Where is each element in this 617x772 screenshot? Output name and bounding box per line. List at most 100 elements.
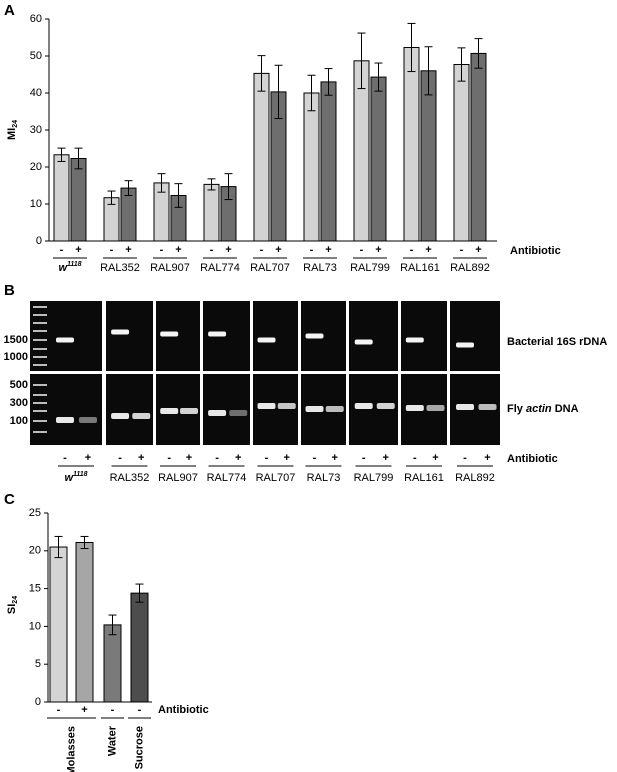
error-bar (124, 180, 133, 196)
error-bar (207, 178, 216, 191)
lane-sign: - (265, 452, 269, 464)
y-axis-title-main: MI (6, 128, 18, 140)
category-label: w1118 (58, 261, 81, 274)
category-label: RAL907 (150, 262, 190, 274)
error-bar (357, 32, 366, 90)
legend-sign: - (60, 244, 64, 256)
bar (75, 541, 94, 703)
category-label-main: w (64, 472, 74, 484)
gel-band (160, 331, 179, 337)
bar (70, 157, 87, 242)
bar (203, 183, 220, 242)
error-bar (324, 68, 333, 96)
ladder-band (33, 394, 47, 396)
legend-sign: - (138, 704, 142, 716)
row-label-part: DNA (552, 403, 579, 415)
error-bar (107, 190, 116, 205)
legend-sign: - (260, 244, 264, 256)
legend-title: Antibiotic (510, 245, 561, 257)
lane-sign: + (332, 452, 338, 464)
category-label: RAL707 (250, 262, 290, 274)
group-label: Molasses (65, 726, 77, 772)
gel-block (450, 301, 500, 371)
y-axis-title-sub: 24 (12, 120, 19, 128)
legend-sign: + (125, 244, 131, 256)
gel-block (253, 374, 298, 445)
y-tick-label: 0 (36, 235, 42, 247)
legend-sign: + (225, 244, 231, 256)
category-label: RAL707 (256, 472, 296, 484)
bar (103, 624, 122, 703)
legend-sign: + (325, 244, 331, 256)
error-bar (457, 47, 466, 82)
category-label: RAL892 (455, 472, 495, 484)
gel-band (456, 342, 474, 348)
bar (303, 92, 320, 242)
category-label: w1118 (64, 471, 87, 484)
lane-sign: - (313, 452, 317, 464)
gel-band (132, 413, 151, 419)
ladder-label: 500 (10, 379, 28, 391)
category-label: RAL161 (400, 262, 440, 274)
error-bar (474, 38, 483, 69)
gel-band (79, 417, 97, 423)
y-tick-label: 60 (30, 13, 42, 25)
gel-band (405, 337, 424, 343)
gel-band (208, 331, 227, 337)
lane-sign: + (186, 452, 192, 464)
error-bar (407, 22, 416, 73)
group-label: Water (106, 725, 118, 756)
gel-band (376, 403, 395, 409)
gel-block (203, 374, 250, 445)
legend-sign: - (111, 704, 115, 716)
gel-band (229, 410, 248, 416)
ladder-band (33, 431, 47, 433)
y-tick-label: 20 (29, 545, 41, 557)
row-label: Bacterial 16S rDNA (507, 336, 607, 348)
gel-band (354, 339, 373, 345)
gel-band (277, 403, 296, 409)
y-axis-title-main: SI (6, 604, 18, 614)
gel-block (106, 374, 153, 445)
category-label-main: w (58, 262, 68, 274)
bar (253, 72, 270, 242)
gel-band (111, 413, 130, 419)
category-label-sup: 1118 (67, 261, 82, 268)
lane-sign: + (432, 452, 438, 464)
category-label: RAL161 (404, 472, 444, 484)
category-label: RAL774 (200, 262, 240, 274)
ladder-band (33, 322, 47, 324)
y-axis-title: MI24 (6, 120, 19, 140)
category-label: RAL799 (350, 262, 390, 274)
ladder-band (33, 384, 47, 386)
y-tick-label: 50 (30, 50, 42, 62)
gel-band (354, 403, 373, 409)
lane-sign: - (118, 452, 122, 464)
bar (453, 64, 470, 242)
ladder-label: 100 (10, 415, 28, 427)
error-bar (374, 62, 383, 92)
row-label: Fly actin DNA (507, 403, 579, 415)
lane-sign: - (413, 452, 417, 464)
lane-sign: - (362, 452, 366, 464)
category-label: RAL73 (307, 472, 341, 484)
gel-block (253, 301, 298, 371)
bar (130, 592, 149, 703)
gel-block (401, 301, 447, 371)
ladder-band (33, 420, 47, 422)
row-label-part: actin (526, 403, 552, 415)
y-tick-label: 40 (30, 87, 42, 99)
gel-band (56, 417, 74, 423)
category-label-sup: 1118 (73, 471, 88, 478)
gel-block (349, 374, 398, 445)
lane-sign: - (167, 452, 171, 464)
y-tick-label: 10 (30, 198, 42, 210)
bar (49, 546, 68, 703)
legend-sign: - (310, 244, 314, 256)
legend-sign: + (375, 244, 381, 256)
legend-sign: + (425, 244, 431, 256)
bar (370, 76, 387, 242)
legend-sign: + (175, 244, 181, 256)
lane-sign: + (383, 452, 389, 464)
